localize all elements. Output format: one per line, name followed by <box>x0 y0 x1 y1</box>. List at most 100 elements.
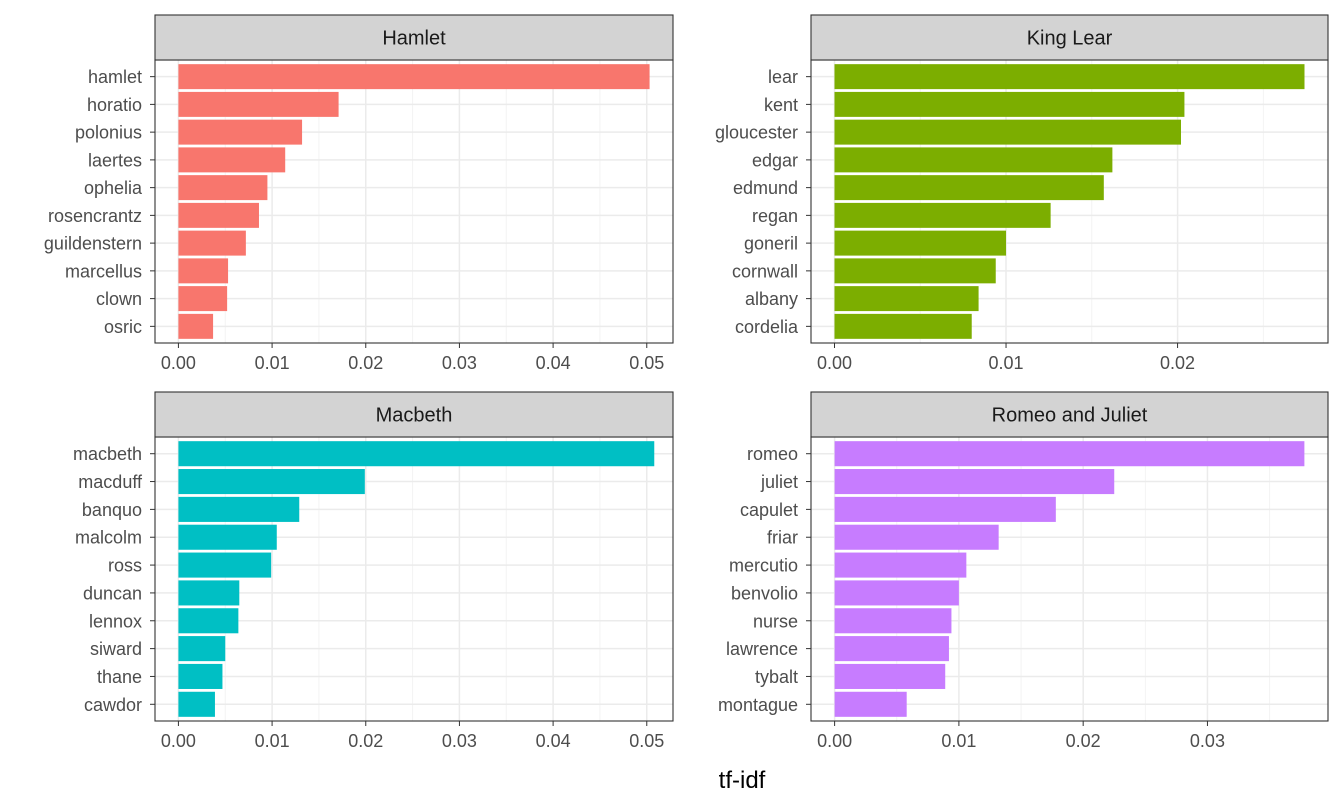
category-label: marcellus <box>65 261 142 281</box>
category-label: ross <box>108 556 142 576</box>
facet-strip <box>154 14 674 61</box>
bar-regan <box>834 202 1051 228</box>
category-label: horatio <box>87 95 142 115</box>
bar-benvolio <box>834 580 959 606</box>
facet-title: King Lear <box>1027 28 1113 50</box>
facet-strip <box>810 391 1329 438</box>
category-label: siward <box>90 639 142 659</box>
x-tick-label: 0.03 <box>442 731 477 751</box>
bar-macbeth <box>178 441 655 467</box>
x-tick-label: 0.02 <box>1066 731 1101 751</box>
category-label: malcolm <box>75 528 142 548</box>
category-label: goneril <box>744 234 798 254</box>
x-tick-label: 0.00 <box>817 731 852 751</box>
bar-lear <box>834 64 1305 90</box>
category-label: benvolio <box>731 583 798 603</box>
bar-rosencrantz <box>178 202 259 228</box>
facet-title: Macbeth <box>376 405 453 427</box>
bar-siward <box>178 636 226 662</box>
category-label: nurse <box>753 611 798 631</box>
category-label: tybalt <box>755 667 798 687</box>
category-label: albany <box>745 289 798 309</box>
bar-edmund <box>834 175 1104 201</box>
category-label: mercutio <box>729 556 798 576</box>
facet-macbeth: macbeth macduff banquo malcolm ross duncan len… <box>73 391 674 751</box>
facet-panels: hamlet horatio polonius laertes ophelia rosen… <box>44 14 1329 751</box>
bar-montague <box>834 691 907 717</box>
x-tick-label: 0.01 <box>941 731 976 751</box>
bar-tybalt <box>834 663 946 689</box>
x-tick-label: 0.01 <box>989 353 1024 373</box>
x-tick-label: 0.05 <box>629 353 664 373</box>
facet-strip <box>154 391 674 438</box>
bar-romeo <box>834 441 1305 467</box>
bar-mercutio <box>834 552 967 578</box>
category-label: edgar <box>752 150 798 170</box>
category-label: lawrence <box>726 639 798 659</box>
category-label: duncan <box>83 583 142 603</box>
bar-kent <box>834 91 1185 117</box>
category-label: juliet <box>760 472 798 492</box>
facet-hamlet: hamlet horatio polonius laertes ophelia rosen… <box>44 14 674 373</box>
category-label: rosencrantz <box>48 206 142 226</box>
category-label: hamlet <box>88 67 142 87</box>
category-label: laertes <box>88 150 142 170</box>
category-label: macbeth <box>73 444 142 464</box>
x-tick-label: 0.02 <box>348 731 383 751</box>
bar-horatio <box>178 91 339 117</box>
facet-king-lear: lear kent gloucester edgar edmund regan goneri… <box>715 14 1329 373</box>
x-tick-label: 0.00 <box>161 353 196 373</box>
bar-macduff <box>178 469 365 495</box>
bar-polonius <box>178 119 303 145</box>
facet-title: Romeo and Juliet <box>992 405 1148 427</box>
category-label: thane <box>97 667 142 687</box>
bar-malcolm <box>178 524 277 550</box>
category-label: edmund <box>733 178 798 198</box>
category-label: gloucester <box>715 123 798 143</box>
x-tick-label: 0.03 <box>1190 731 1225 751</box>
category-label: macduff <box>78 472 143 492</box>
category-label: banquo <box>82 500 142 520</box>
bar-capulet <box>834 496 1056 522</box>
bar-albany <box>834 286 979 312</box>
x-tick-label: 0.05 <box>629 731 664 751</box>
bar-nurse <box>834 608 952 634</box>
bar-goneril <box>834 230 1007 256</box>
bar-laertes <box>178 147 286 173</box>
category-label: guildenstern <box>44 234 142 254</box>
bar-hamlet <box>178 64 650 90</box>
category-label: cawdor <box>84 695 142 715</box>
facet-title: Hamlet <box>382 28 446 50</box>
x-tick-label: 0.01 <box>255 731 290 751</box>
bar-lennox <box>178 608 239 634</box>
category-label: capulet <box>740 500 798 520</box>
x-tick-label: 0.02 <box>348 353 383 373</box>
bar-edgar <box>834 147 1113 173</box>
bar-ross <box>178 552 272 578</box>
category-label: friar <box>767 528 798 548</box>
x-tick-label: 0.03 <box>442 353 477 373</box>
x-axis-title: tf-idf <box>719 767 766 794</box>
bar-friar <box>834 524 999 550</box>
bar-banquo <box>178 496 300 522</box>
facet-strip <box>810 14 1329 61</box>
category-label: osric <box>104 317 142 337</box>
bar-cordelia <box>834 313 972 339</box>
facet-romeo-and-juliet: romeo juliet capulet friar mercutio benvolio n… <box>718 391 1329 751</box>
category-label: lear <box>768 67 798 87</box>
category-label: cornwall <box>732 261 798 281</box>
category-label: cordelia <box>735 317 799 337</box>
category-label: clown <box>96 289 142 309</box>
bar-marcellus <box>178 258 229 284</box>
bar-thane <box>178 663 223 689</box>
x-tick-label: 0.00 <box>817 353 852 373</box>
bar-cawdor <box>178 691 215 717</box>
category-label: ophelia <box>84 178 143 198</box>
bar-clown <box>178 286 228 312</box>
category-label: montague <box>718 695 798 715</box>
bar-juliet <box>834 469 1115 495</box>
bar-guildenstern <box>178 230 246 256</box>
bar-ophelia <box>178 175 268 201</box>
category-label: lennox <box>89 611 142 631</box>
